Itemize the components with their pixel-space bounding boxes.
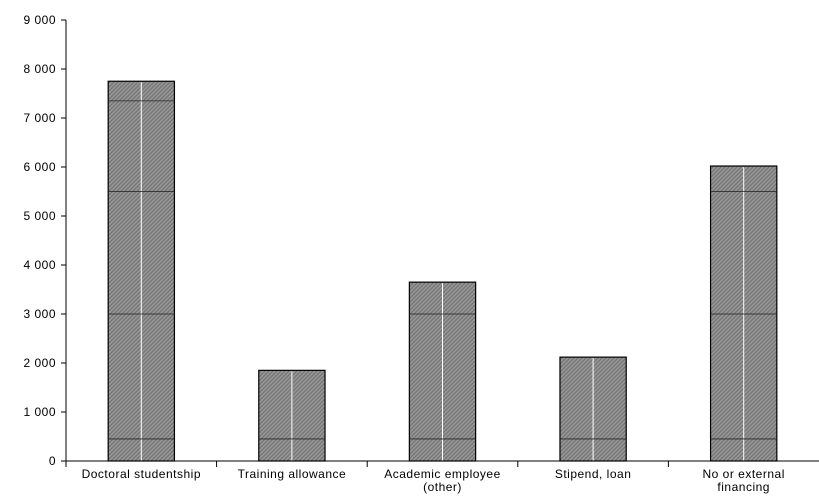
bar-2 bbox=[258, 369, 326, 462]
y-tick-label: 6 000 bbox=[23, 160, 56, 174]
y-tick-label: 1 000 bbox=[23, 405, 56, 419]
bars-group bbox=[107, 80, 778, 462]
bar-4 bbox=[559, 356, 627, 462]
bar-3 bbox=[408, 281, 477, 462]
y-tick-label: 0 bbox=[49, 454, 56, 468]
y-tick-label: 9 000 bbox=[23, 13, 56, 27]
y-tick-label: 2 000 bbox=[23, 356, 56, 370]
x-tick-label: Academic employee (other) bbox=[384, 467, 501, 494]
x-tick-label: Training allowance bbox=[238, 467, 347, 481]
bar-1 bbox=[107, 80, 176, 462]
y-tick-label: 7 000 bbox=[23, 111, 56, 125]
labels-group: 0 1 000 2 000 3 000 4 000 5 000 6 000 7 000 8 00… bbox=[23, 13, 784, 494]
y-tick-label: 4 000 bbox=[23, 258, 56, 272]
y-tick-label: 5 000 bbox=[23, 209, 56, 223]
y-tick-label: 8 000 bbox=[23, 62, 56, 76]
axes-group bbox=[61, 19, 819, 467]
bar-5 bbox=[709, 165, 778, 462]
x-tick-label: No or external financing bbox=[703, 467, 785, 494]
y-tick-label: 3 000 bbox=[23, 307, 56, 321]
x-tick-label: Doctoral studentship bbox=[82, 467, 201, 481]
x-tick-label: Stipend, loan bbox=[555, 467, 632, 481]
